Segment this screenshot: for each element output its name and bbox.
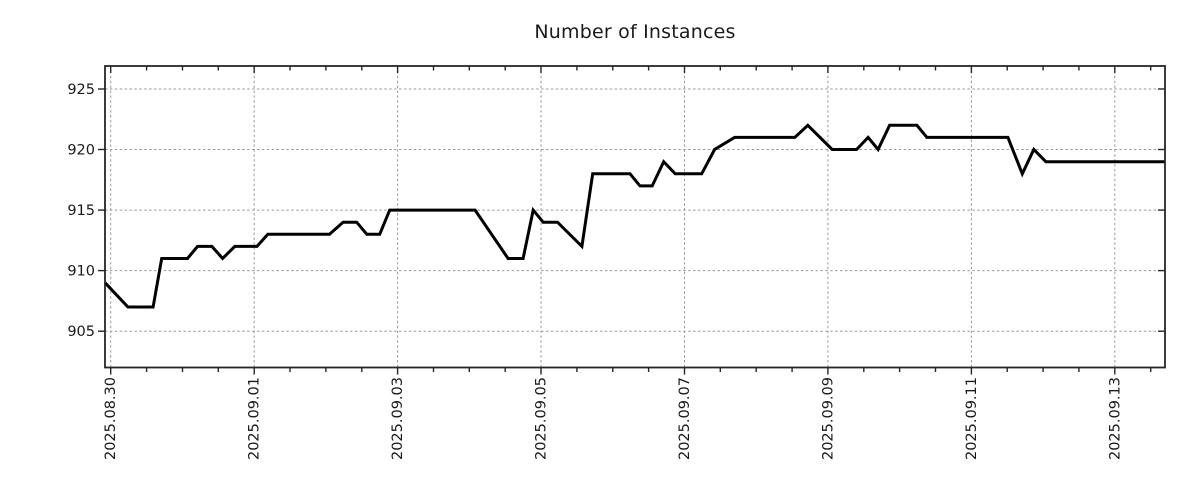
plot-border bbox=[104, 65, 1166, 369]
x-tick-label: 2025.09.11 bbox=[964, 377, 980, 460]
x-tick-label: 2025.09.03 bbox=[390, 377, 406, 460]
x-tick-label: 2025.09.07 bbox=[677, 377, 693, 460]
y-tick-label: 915 bbox=[67, 203, 95, 219]
x-tick-label: 2025.09.13 bbox=[1107, 377, 1123, 460]
y-tick-label: 905 bbox=[67, 324, 95, 340]
data-line-instances bbox=[103, 123, 1165, 309]
x-tick-label: 2025.08.30 bbox=[103, 377, 119, 460]
y-tick-label: 925 bbox=[67, 82, 95, 98]
x-tick-label: 2025.09.09 bbox=[820, 377, 836, 460]
x-tick-label: 2025.09.01 bbox=[247, 377, 263, 460]
x-tick-label: 2025.09.05 bbox=[534, 377, 550, 460]
y-tick-label: 920 bbox=[67, 143, 95, 159]
chart-title: Number of Instances bbox=[534, 21, 736, 43]
y-tick-label: 910 bbox=[67, 264, 95, 280]
